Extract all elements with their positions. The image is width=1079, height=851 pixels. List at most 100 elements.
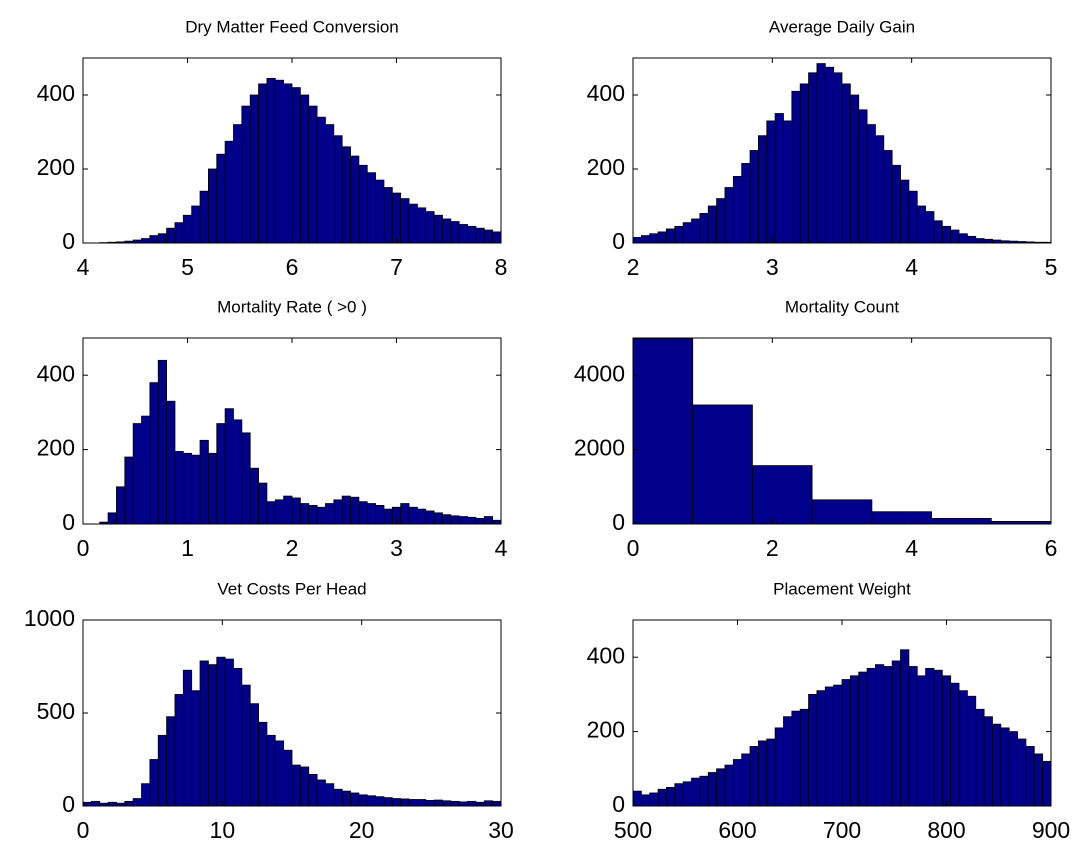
x-tick-label: 6 [286,254,299,280]
bar [817,691,825,806]
bar [875,665,883,806]
bar [817,64,825,243]
x-tick-label: 7 [390,254,403,280]
bar [658,232,666,243]
bar [183,670,191,806]
bar [275,741,283,806]
bar [401,199,409,243]
bar [275,80,283,243]
bar [666,787,674,806]
bar [792,91,800,243]
bar [959,691,967,806]
bar [800,84,808,243]
bar [233,668,241,806]
bar [675,784,683,806]
bar [309,106,317,243]
bar [742,163,750,243]
bar [758,741,766,806]
bar [951,683,959,806]
bar [183,453,191,524]
bar [167,717,175,806]
bar [300,767,308,806]
bar [150,383,158,524]
x-tick-label: 4 [905,535,918,561]
bar [641,795,649,806]
bar [442,219,450,243]
bar [934,670,942,806]
bar [750,151,758,244]
bar [167,401,175,524]
y-tick-label: 0 [62,228,75,254]
bar [217,154,225,243]
bar [376,180,384,243]
bar [459,517,467,524]
y-tick-label: 200 [37,154,75,180]
bar [758,136,766,243]
bar [217,657,225,806]
bar [451,516,459,524]
bar [892,661,900,806]
bar [133,424,141,524]
x-tick-label: 1 [181,535,194,561]
bar [158,360,166,524]
bar [150,236,158,243]
bar [717,769,725,806]
bar [742,754,750,806]
bar [683,223,691,243]
x-tick-label: 0 [627,535,640,561]
bar [733,760,741,807]
x-tick-label: 0 [77,535,90,561]
bar [284,84,292,243]
bar [259,483,267,524]
x-tick-label: 2 [766,535,779,561]
bar [200,661,208,806]
bar [417,799,425,806]
x-tick-label: 8 [495,254,508,280]
bar [334,136,342,243]
bar [108,802,116,806]
bar [359,502,367,524]
bar [700,213,708,243]
y-tick-label: 0 [612,509,625,535]
y-tick-label: 200 [587,154,625,180]
bar [468,801,476,806]
x-tick-label: 3 [766,254,779,280]
bar [859,672,867,806]
bar [284,496,292,524]
y-tick-label: 0 [612,228,625,254]
bar [459,225,467,244]
bar [1001,728,1009,806]
bar [859,110,867,243]
bar [976,709,984,806]
bar [901,180,909,243]
bar [175,694,183,806]
bar [825,687,833,806]
bar [417,208,425,243]
bar [351,793,359,806]
y-tick-label: 0 [62,791,75,817]
bar [783,717,791,806]
bar [834,685,842,806]
x-tick-label: 0 [77,817,90,843]
bar [376,505,384,524]
bar [292,498,300,524]
bar [901,650,909,806]
bar [717,199,725,243]
bar [1043,761,1051,806]
bar [401,799,409,806]
bar [725,188,733,244]
bar [225,409,233,524]
bar [633,791,641,806]
bar [342,791,350,806]
bar [401,504,409,524]
bar [693,405,753,524]
y-tick-label: 400 [587,80,625,106]
x-tick-label: 4 [905,254,918,280]
bar [992,724,1000,806]
bar [909,191,917,243]
x-tick-label: 30 [488,817,514,843]
bar [242,433,250,524]
bar [317,507,325,524]
bar [867,668,875,806]
